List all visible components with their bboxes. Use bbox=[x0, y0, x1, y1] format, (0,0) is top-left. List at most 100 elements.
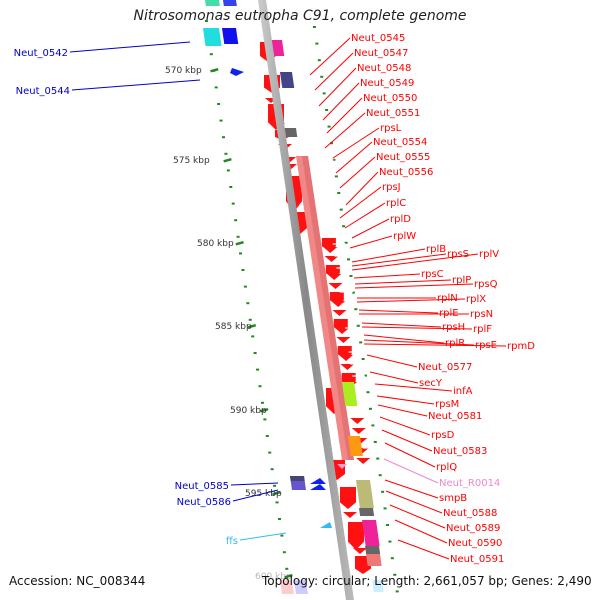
connector-line bbox=[324, 112, 366, 149]
gene-arrow bbox=[351, 428, 366, 434]
minor-tick bbox=[275, 501, 279, 504]
gene-label-neut_r0014[interactable]: Neut_R0014 bbox=[439, 478, 500, 489]
minor-tick bbox=[277, 518, 281, 520]
gene-label-neut_0545[interactable]: Neut_0545 bbox=[351, 33, 405, 44]
connector-line bbox=[356, 298, 466, 303]
major-tick bbox=[272, 490, 281, 496]
gene-label-rplb[interactable]: rplB bbox=[426, 244, 446, 255]
gene-label-rplp[interactable]: rplP bbox=[452, 275, 471, 286]
gene-label-rpsn[interactable]: rpsN bbox=[470, 309, 493, 320]
major-tick bbox=[260, 407, 269, 413]
gene-block-shade bbox=[302, 156, 354, 460]
gene-label-neut_0554[interactable]: Neut_0554 bbox=[373, 137, 427, 148]
gene-box bbox=[222, 28, 239, 44]
accession-text: Accession: NC_008344 bbox=[9, 574, 146, 588]
major-tick bbox=[247, 323, 257, 329]
connector-line bbox=[397, 539, 450, 560]
minor-tick bbox=[214, 86, 218, 89]
gene-label-neut_0586[interactable]: Neut_0586 bbox=[177, 497, 231, 508]
gene-box bbox=[372, 580, 384, 592]
minor-tick bbox=[339, 208, 343, 211]
minor-tick bbox=[349, 275, 353, 277]
minor-tick bbox=[385, 524, 389, 526]
gene-arrow bbox=[348, 522, 364, 550]
connector-line bbox=[354, 283, 474, 289]
gene-label-neut_0588[interactable]: Neut_0588 bbox=[443, 508, 497, 519]
gene-label-neut_0590[interactable]: Neut_0590 bbox=[448, 538, 502, 549]
map-title: Nitrosomonas eutropha C91, complete geno… bbox=[133, 8, 467, 24]
gene-label-neut_0542[interactable]: Neut_0542 bbox=[14, 48, 68, 59]
minor-tick bbox=[248, 318, 252, 321]
gene-label-secy[interactable]: secY bbox=[419, 378, 443, 389]
gene-label-neut_0556[interactable]: Neut_0556 bbox=[379, 167, 433, 178]
gene-label-rplv[interactable]: rplV bbox=[479, 249, 499, 260]
gene-label-neut_0581[interactable]: Neut_0581 bbox=[428, 411, 482, 422]
gene-label-rpsq[interactable]: rpsQ bbox=[474, 279, 498, 290]
minor-tick bbox=[285, 567, 289, 570]
minor-tick bbox=[209, 53, 213, 56]
minor-tick bbox=[344, 241, 348, 244]
minor-tick bbox=[325, 109, 329, 111]
minor-tick bbox=[234, 219, 238, 222]
gene-label-rplf[interactable]: rplF bbox=[473, 324, 492, 335]
gene-label-neut_0547[interactable]: Neut_0547 bbox=[354, 48, 408, 59]
gene-label-rpsj[interactable]: rpsJ bbox=[382, 182, 401, 193]
gene-label-rpsd[interactable]: rpsD bbox=[431, 430, 455, 441]
minor-tick bbox=[354, 308, 358, 311]
gene-label-neut_0544[interactable]: Neut_0544 bbox=[16, 86, 70, 97]
connector-line bbox=[376, 395, 435, 405]
connector-line bbox=[239, 532, 287, 541]
gene-label-neut_0591[interactable]: Neut_0591 bbox=[450, 554, 504, 565]
gene-label-rpss[interactable]: rpsS bbox=[447, 249, 469, 260]
tick-label: 590 kbp bbox=[230, 406, 267, 416]
gene-label-neut_0577[interactable]: Neut_0577 bbox=[418, 362, 472, 373]
gene-label-rpse[interactable]: rpsE bbox=[475, 340, 497, 351]
gene-label-neut_0585[interactable]: Neut_0585 bbox=[175, 481, 229, 492]
genome-summary-text: Topology: circular; Length: 2,661,057 bp… bbox=[262, 574, 592, 588]
minor-tick bbox=[231, 202, 235, 205]
gene-label-rplx[interactable]: rplX bbox=[466, 294, 486, 305]
minor-tick bbox=[371, 424, 375, 427]
connector-line bbox=[394, 519, 448, 544]
gene-label-rplw[interactable]: rplW bbox=[393, 231, 416, 242]
gene-label-rpmd[interactable]: rpmD bbox=[507, 341, 535, 352]
connector-line bbox=[363, 334, 445, 344]
gene-label-rplr[interactable]: rplR bbox=[445, 338, 465, 349]
gene-label-neut_0551[interactable]: Neut_0551 bbox=[366, 108, 420, 119]
connector-line bbox=[384, 479, 439, 499]
gene-label-neut_0589[interactable]: Neut_0589 bbox=[446, 523, 500, 534]
gene-label-rpld[interactable]: rplD bbox=[390, 214, 411, 225]
gene-label-rpsh[interactable]: rpsH bbox=[442, 322, 465, 333]
backbone bbox=[258, 0, 354, 600]
gene-label-rplc[interactable]: rplC bbox=[386, 198, 406, 209]
gene-label-infa[interactable]: infA bbox=[453, 386, 473, 397]
gene-label-rpsl[interactable]: rpsL bbox=[380, 123, 402, 134]
gene-label-rple[interactable]: rplE bbox=[439, 308, 459, 319]
minor-tick bbox=[366, 391, 370, 394]
gene-label-smpb[interactable]: smpB bbox=[439, 493, 467, 504]
gene-arrow bbox=[230, 68, 244, 76]
gene-box bbox=[280, 580, 294, 594]
connector-line bbox=[377, 404, 428, 417]
minor-tick bbox=[359, 341, 363, 344]
gene-label-neut_0550[interactable]: Neut_0550 bbox=[363, 93, 417, 104]
gene-label-ffs[interactable]: ffs bbox=[226, 536, 238, 547]
gene-arrow bbox=[353, 548, 367, 554]
tick-label: 585 kbp bbox=[215, 322, 252, 332]
gene-label-rplq[interactable]: rplQ bbox=[436, 462, 457, 473]
gene-label-neut_0549[interactable]: Neut_0549 bbox=[360, 78, 414, 89]
gene-label-rpsc[interactable]: rpsC bbox=[421, 269, 444, 280]
minor-tick bbox=[378, 474, 382, 477]
gene-label-rpsm[interactable]: rpsM bbox=[435, 399, 459, 410]
connector-line bbox=[361, 326, 473, 330]
tick-label: 570 kbp bbox=[165, 66, 202, 76]
minor-tick bbox=[226, 169, 230, 172]
gene-label-neut_0555[interactable]: Neut_0555 bbox=[376, 152, 430, 163]
gene-label-neut_0548[interactable]: Neut_0548 bbox=[357, 63, 411, 74]
major-tick bbox=[235, 240, 244, 246]
gene-label-neut_0583[interactable]: Neut_0583 bbox=[433, 446, 487, 457]
major-tick bbox=[210, 67, 219, 73]
connector-line bbox=[71, 79, 201, 91]
minor-tick bbox=[258, 385, 262, 388]
gene-label-rpln[interactable]: rplN bbox=[437, 293, 458, 304]
